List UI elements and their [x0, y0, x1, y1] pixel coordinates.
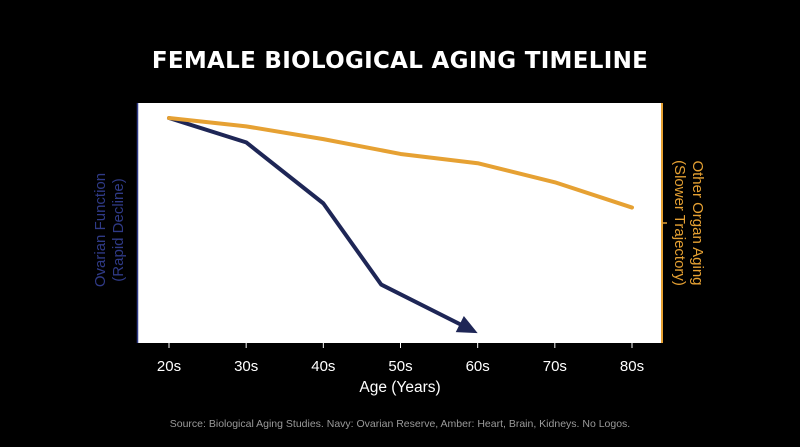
x-tick-label: 60s [466, 358, 490, 375]
series-arrowhead-0 [455, 316, 478, 334]
x-axis-label: Age (Years) [359, 379, 441, 396]
x-tick-label: 20s [157, 358, 181, 375]
right-axis-label: Other Organ Aging (Slower Trajectory) [670, 123, 706, 323]
series-layer [167, 116, 634, 334]
left-axis-label-line-1: Ovarian Function [92, 172, 109, 288]
x-tick-label: 80s [620, 358, 644, 375]
source-note: Source: Biological Aging Studies. Navy: … [169, 418, 631, 430]
plot-area [137, 103, 662, 343]
series-line-1 [167, 116, 634, 210]
chart-title: FEMALE BIOLOGICAL AGING TIMELINE [151, 48, 649, 74]
right-axis-label-line-1: Other Organ Aging [689, 160, 706, 286]
x-tick-label: 50s [388, 358, 412, 375]
x-tick-label: 70s [543, 358, 567, 375]
x-tick-label: 40s [311, 358, 335, 375]
series-line-0 [167, 116, 464, 327]
left-axis-label: Ovarian Function (Rapid Decline) [92, 130, 128, 330]
left-axis-label-line-2: (Rapid Decline) [110, 178, 127, 282]
x-tick-label: 30s [234, 358, 258, 375]
right-axis-label-line-2: (Slower Trajectory) [671, 160, 688, 286]
x-axis-ticks: 20s 30s 40s 50s 60s 70s 80s [157, 343, 644, 375]
